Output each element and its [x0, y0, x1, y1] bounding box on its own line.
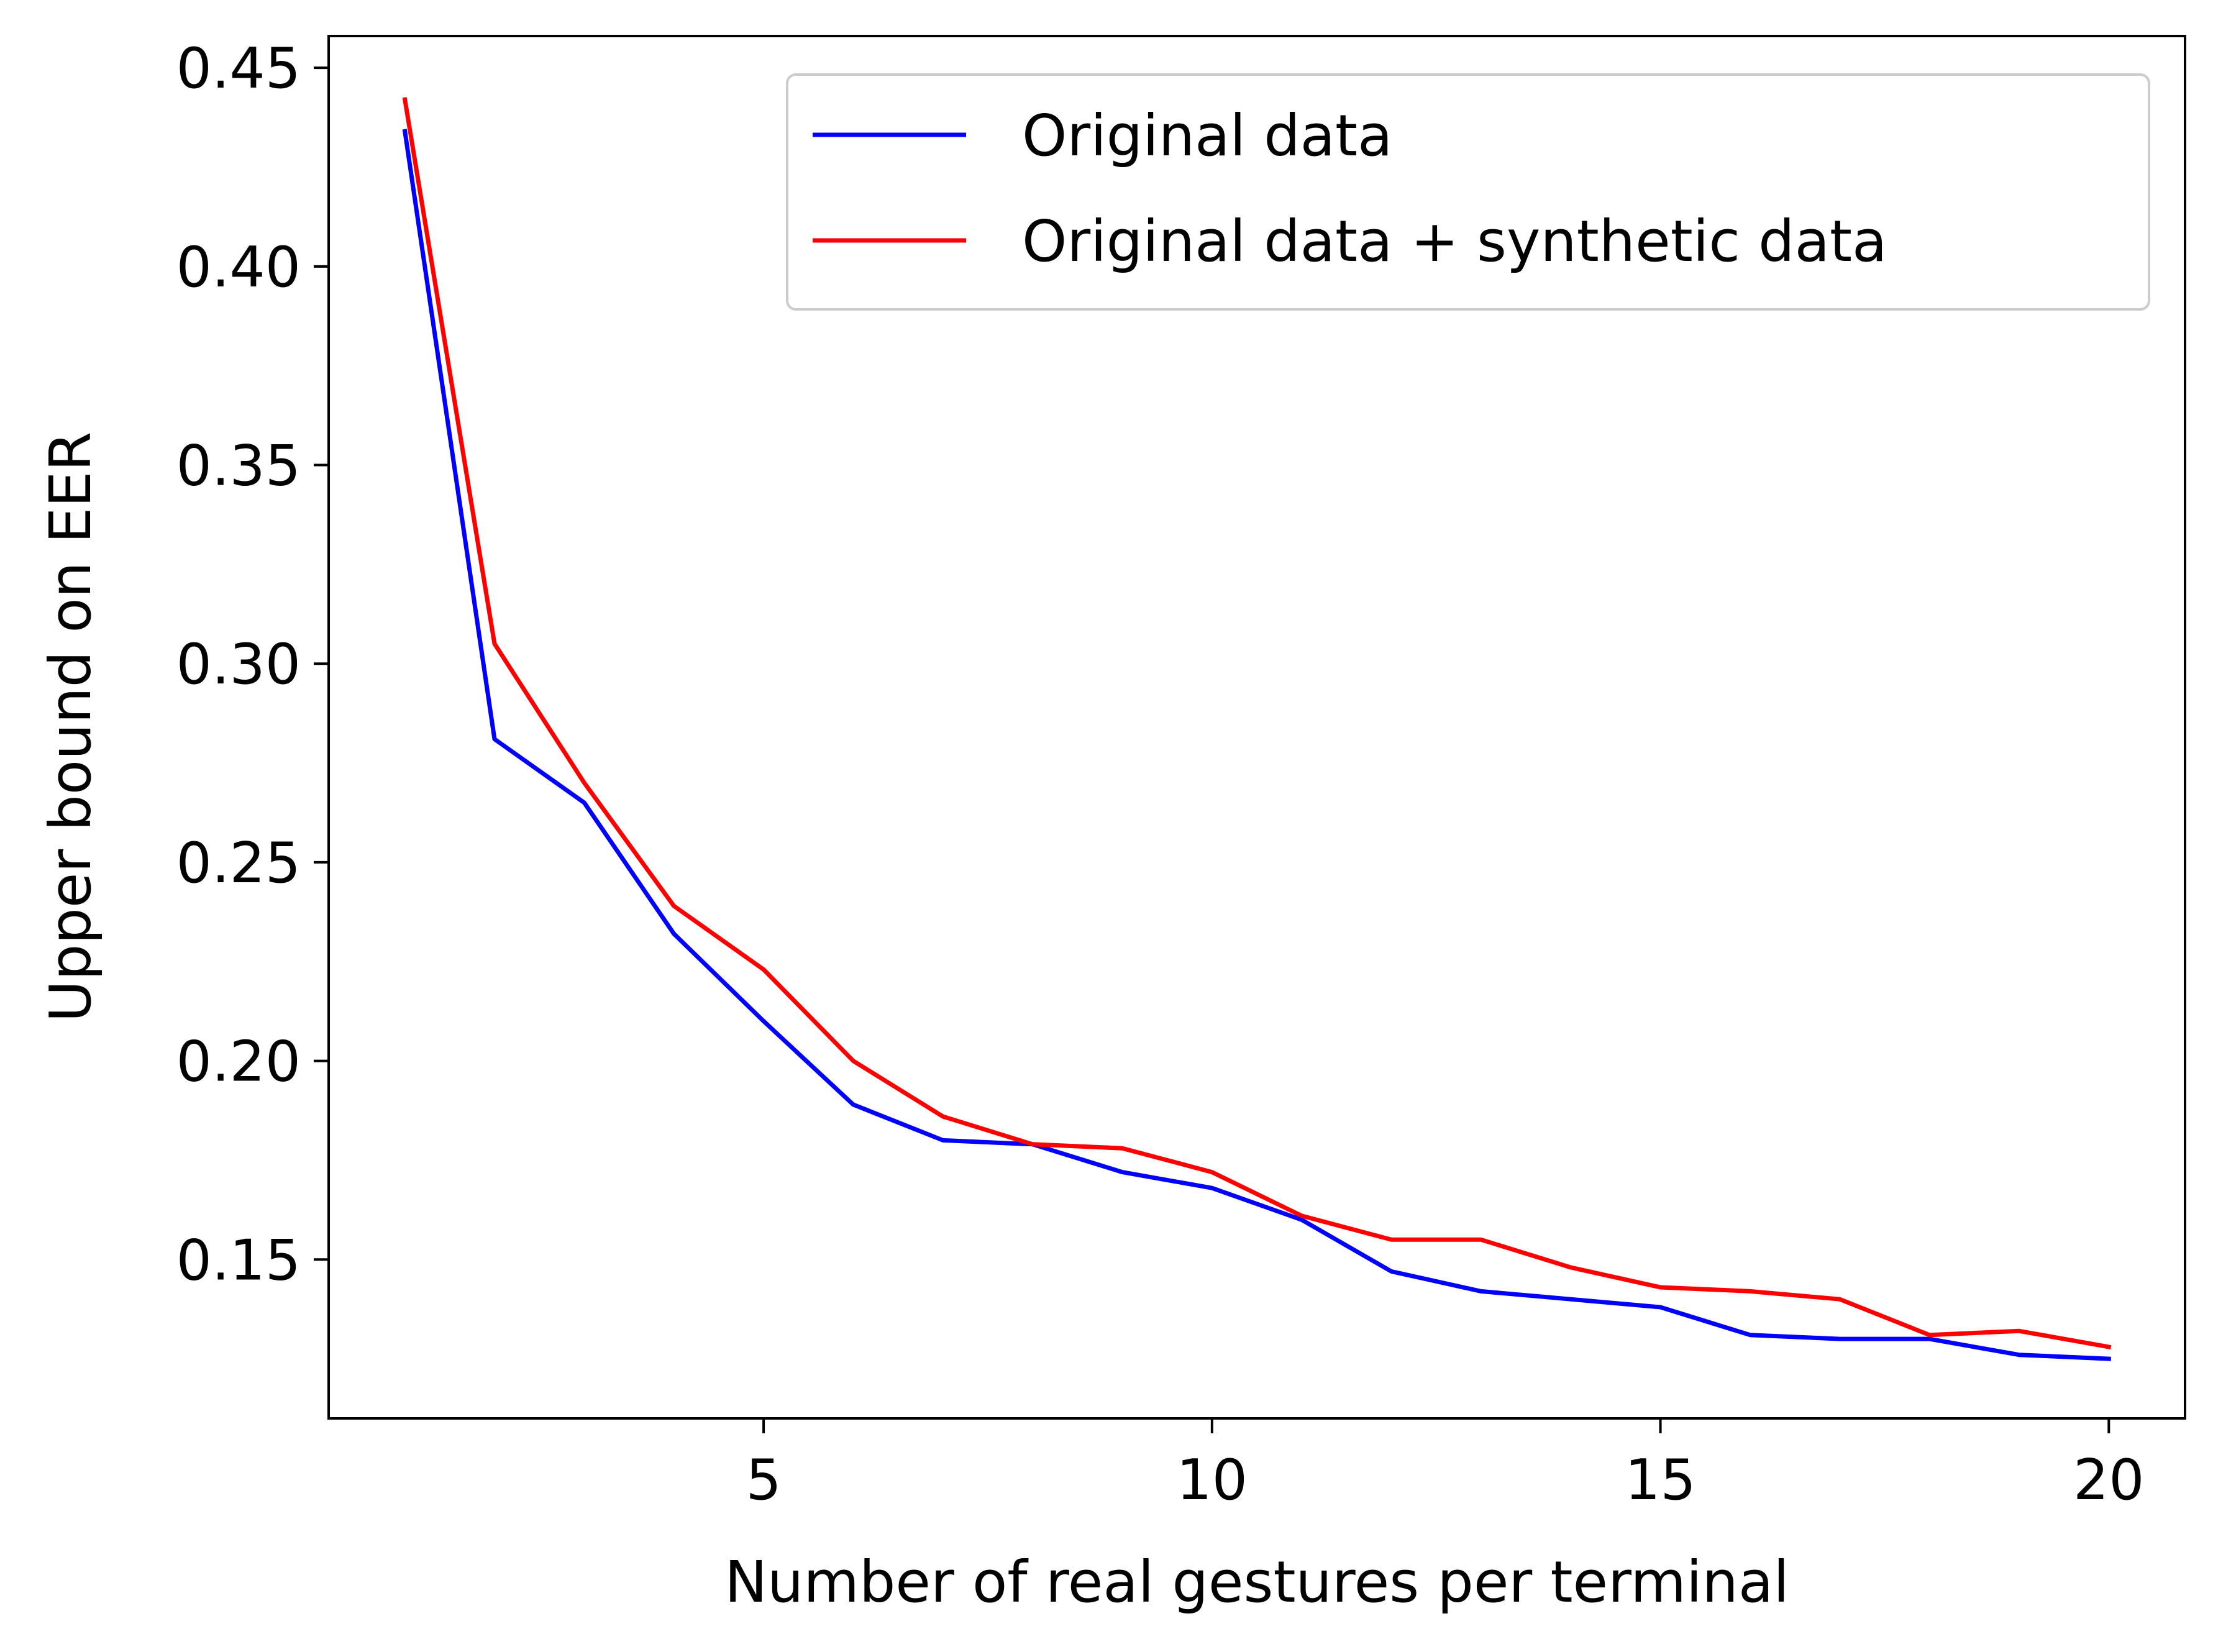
x-tick-label: 5 [746, 1448, 781, 1513]
x-tick-label: 15 [1625, 1448, 1696, 1513]
y-tick-label: 0.45 [176, 36, 301, 101]
series-layer [402, 97, 2112, 1361]
y-tick-label: 0.25 [176, 831, 301, 896]
x-tick-label: 10 [1177, 1448, 1248, 1513]
x-tick-label: 20 [2073, 1448, 2145, 1513]
y-axis: 0.15 0.20 0.25 0.30 0.35 0.40 0.45 [176, 36, 329, 1293]
legend-label-original: Original data [1022, 103, 1392, 169]
y-tick-label: 0.30 [176, 632, 301, 697]
y-tick-label: 0.35 [176, 434, 301, 499]
y-tick-label: 0.15 [176, 1228, 301, 1293]
legend-label-synthetic: Original data + synthetic data [1022, 208, 1887, 275]
series-line-synthetic [402, 97, 2112, 1349]
series-line-original [402, 129, 2111, 1361]
legend: Original data Original data + synthetic … [786, 73, 2150, 311]
x-axis-label: Number of real gestures per terminal [724, 1549, 1789, 1615]
plot-frame [327, 35, 2186, 1420]
x-axis: 5 10 15 20 [746, 1418, 2145, 1513]
legend-box [786, 73, 2150, 311]
y-axis-label: Upper bound on EER [37, 432, 104, 1023]
y-tick-label: 0.40 [176, 235, 301, 300]
y-tick-label: 0.20 [176, 1029, 301, 1095]
